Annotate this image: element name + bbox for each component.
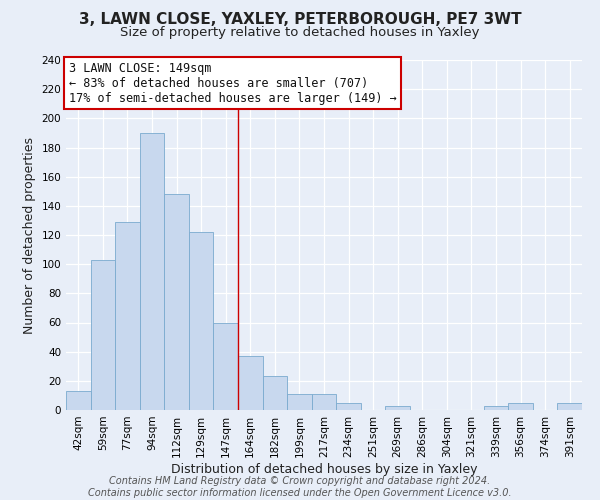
- Bar: [557, 402, 582, 410]
- Bar: [385, 406, 410, 410]
- Bar: [336, 402, 361, 410]
- Bar: [508, 402, 533, 410]
- Bar: [164, 194, 189, 410]
- Bar: [66, 391, 91, 410]
- Text: 3 LAWN CLOSE: 149sqm
← 83% of detached houses are smaller (707)
17% of semi-deta: 3 LAWN CLOSE: 149sqm ← 83% of detached h…: [68, 62, 397, 105]
- Bar: [189, 232, 214, 410]
- Bar: [214, 322, 238, 410]
- Bar: [115, 222, 140, 410]
- Bar: [238, 356, 263, 410]
- X-axis label: Distribution of detached houses by size in Yaxley: Distribution of detached houses by size …: [171, 462, 477, 475]
- Bar: [140, 133, 164, 410]
- Bar: [91, 260, 115, 410]
- Text: 3, LAWN CLOSE, YAXLEY, PETERBOROUGH, PE7 3WT: 3, LAWN CLOSE, YAXLEY, PETERBOROUGH, PE7…: [79, 12, 521, 28]
- Text: Contains HM Land Registry data © Crown copyright and database right 2024.
Contai: Contains HM Land Registry data © Crown c…: [88, 476, 512, 498]
- Bar: [287, 394, 312, 410]
- Bar: [484, 406, 508, 410]
- Text: Size of property relative to detached houses in Yaxley: Size of property relative to detached ho…: [120, 26, 480, 39]
- Bar: [263, 376, 287, 410]
- Bar: [312, 394, 336, 410]
- Y-axis label: Number of detached properties: Number of detached properties: [23, 136, 36, 334]
